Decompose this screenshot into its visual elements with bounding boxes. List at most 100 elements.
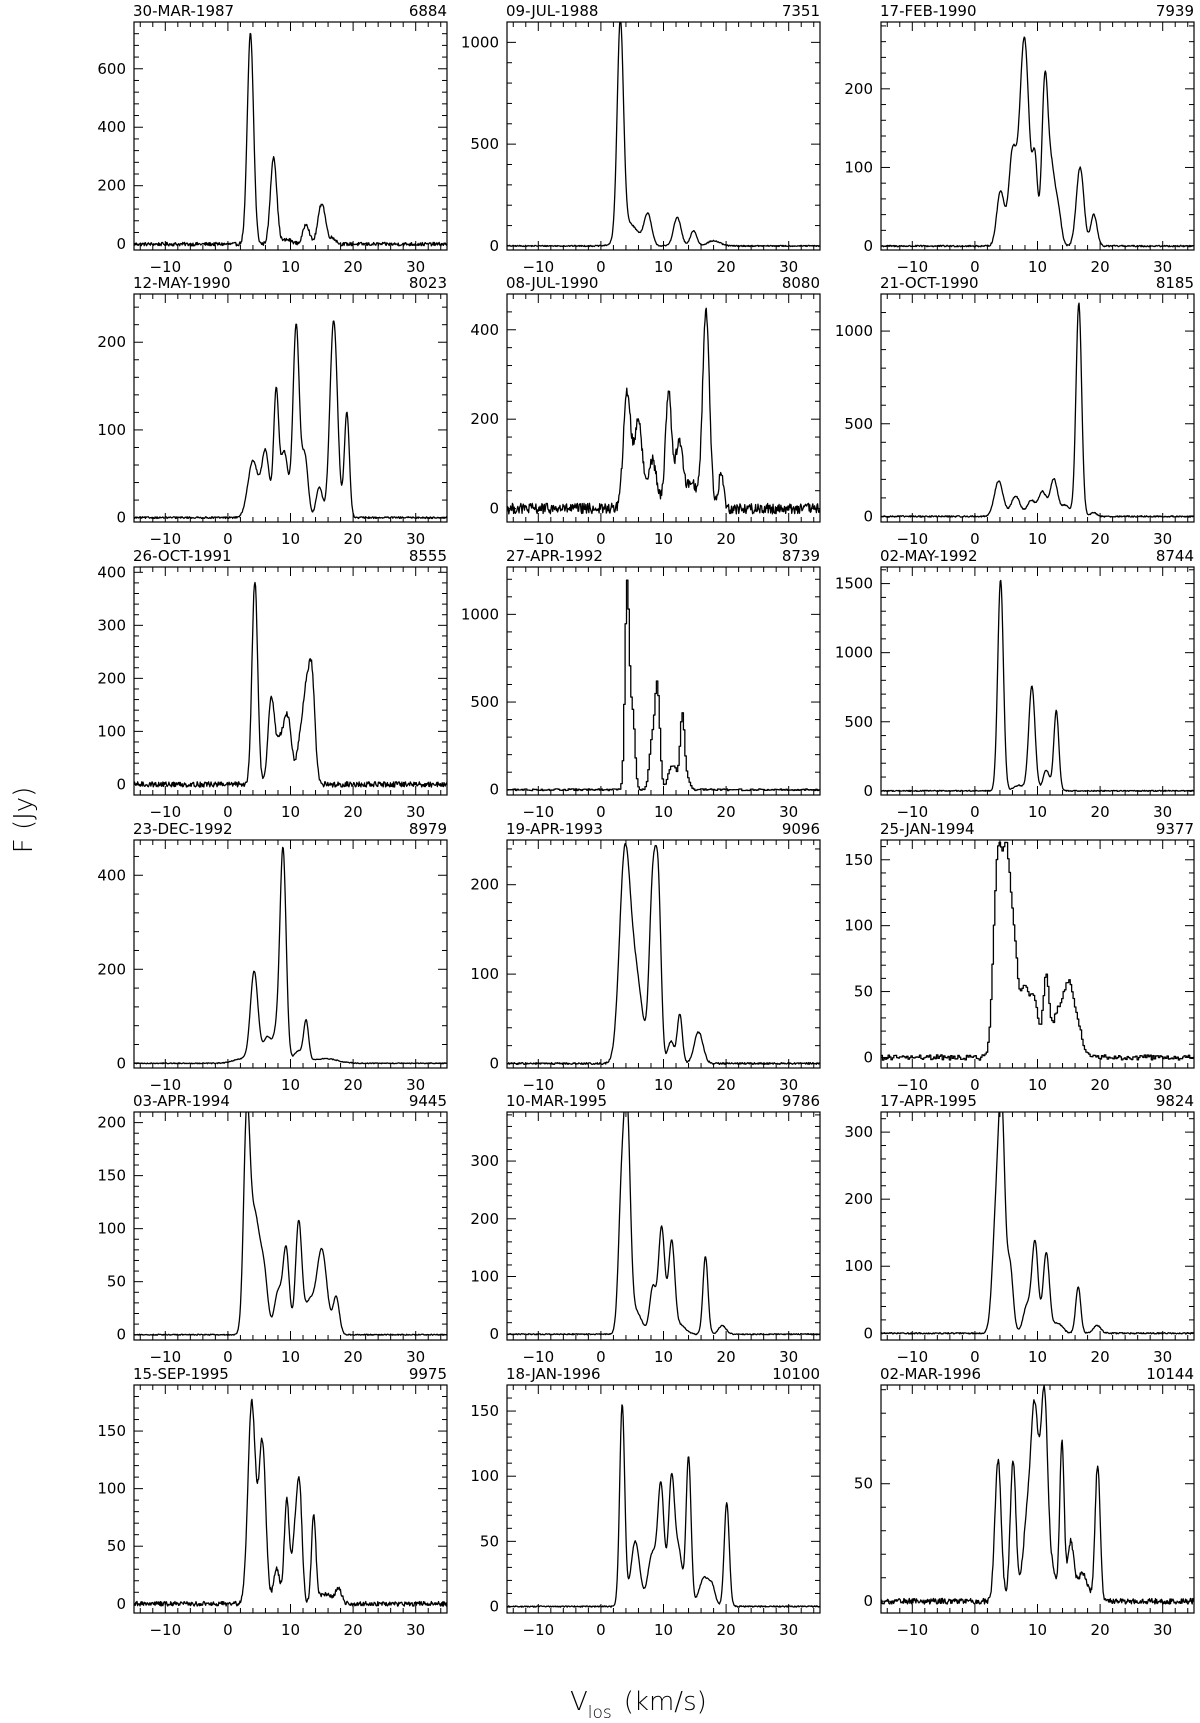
panel-date: 21-OCT-1990 <box>880 274 979 292</box>
y-tick-label: 0 <box>863 507 873 525</box>
spectrum-panel: −10 0 10 20 30 0 500 1000 09-JUL-1988 7351 <box>461 2 821 276</box>
panel-frame <box>133 1384 448 1614</box>
y-tick-label: 100 <box>97 722 126 740</box>
x-tick-label: 20 <box>344 803 363 821</box>
y-tick-label: 0 <box>863 1048 873 1066</box>
x-tick-label: 20 <box>1091 258 1110 276</box>
panel-frame <box>133 566 448 796</box>
x-tick-label: −10 <box>896 1076 928 1094</box>
panel-number: 8979 <box>409 820 447 838</box>
panel-date: 08-JUL-1990 <box>506 274 598 292</box>
y-tick-label: 200 <box>470 876 499 894</box>
y-tick-label: 300 <box>97 616 126 634</box>
panel-date: 03-APR-1994 <box>133 1092 230 1110</box>
x-tick-label: −10 <box>522 803 554 821</box>
x-tick-label: 0 <box>223 1076 233 1094</box>
y-tick-label: 1000 <box>835 644 873 662</box>
y-tick-label: 100 <box>470 965 499 983</box>
panel-date: 30-MAR-1987 <box>133 2 234 20</box>
panel-date: 12-MAY-1990 <box>133 274 231 292</box>
panel-frame <box>133 293 448 523</box>
x-tick-label: 10 <box>281 1076 300 1094</box>
y-tick-label: 50 <box>854 1475 873 1493</box>
x-tick-label: 30 <box>406 1621 425 1639</box>
panel-number: 10144 <box>1146 1365 1194 1383</box>
x-tick-label: −10 <box>149 1348 181 1366</box>
x-tick-label: 10 <box>654 1621 673 1639</box>
x-tick-label: −10 <box>522 1076 554 1094</box>
panel-number: 9975 <box>409 1365 447 1383</box>
y-axis-label: F (Jy) <box>9 787 39 854</box>
x-tick-label: 0 <box>970 1348 980 1366</box>
x-tick-label: 30 <box>406 1076 425 1094</box>
x-tick-label: −10 <box>149 1076 181 1094</box>
y-tick-label: 1500 <box>835 575 873 593</box>
panel-frame <box>506 1111 821 1341</box>
spectrum-panel: −10 0 10 20 30 0 100 200 19-APR-1993 9096 <box>470 820 821 1094</box>
x-tick-label: 0 <box>970 258 980 276</box>
y-tick-label: 200 <box>97 960 126 978</box>
x-tick-label: 30 <box>779 1621 798 1639</box>
panel-date: 26-OCT-1991 <box>133 547 232 565</box>
y-tick-label: 50 <box>480 1532 499 1550</box>
y-tick-label: 100 <box>97 421 126 439</box>
spectrum-line <box>507 307 820 515</box>
x-tick-label: 30 <box>779 258 798 276</box>
y-tick-label: 0 <box>863 1592 873 1610</box>
spectrum-line <box>881 841 1194 1061</box>
x-tick-label: 0 <box>970 803 980 821</box>
y-tick-label: 150 <box>97 1167 126 1185</box>
x-tick-label: −10 <box>896 258 928 276</box>
x-tick-label: 20 <box>717 530 736 548</box>
spectrum-line <box>507 842 820 1066</box>
spectrum-panel: −10 0 10 20 30 0 200 400 08-JUL-1990 8080 <box>470 274 821 548</box>
panel-frame <box>133 839 448 1069</box>
y-tick-label: 50 <box>107 1273 126 1291</box>
x-tick-label: 30 <box>1153 1621 1172 1639</box>
y-tick-label: 50 <box>854 983 873 1001</box>
x-tick-label: 20 <box>1091 803 1110 821</box>
x-tick-label: 20 <box>717 803 736 821</box>
panel-date: 02-MAY-1992 <box>880 547 978 565</box>
y-tick-label: 100 <box>844 917 873 935</box>
y-tick-label: 0 <box>489 237 499 255</box>
spectrum-panel: −10 0 10 20 30 0 50 100 150 200 03-APR-1994 9445 <box>97 1092 448 1366</box>
spectrum-line <box>134 32 447 247</box>
x-tick-label: 10 <box>1028 1076 1047 1094</box>
x-tick-label: 10 <box>1028 530 1047 548</box>
y-tick-label: 0 <box>863 1324 873 1342</box>
x-tick-label: 10 <box>1028 1348 1047 1366</box>
spectrum-panel: −10 0 10 20 30 0 200 400 600 30-MAR-1987 6884 <box>97 2 448 276</box>
panel-frame <box>506 21 821 251</box>
x-tick-label: 10 <box>1028 258 1047 276</box>
y-tick-label: 0 <box>116 1054 126 1072</box>
spectrum-line <box>507 1404 820 1608</box>
y-tick-label: 150 <box>470 1402 499 1420</box>
x-tick-label: 30 <box>1153 803 1172 821</box>
x-tick-label: 20 <box>344 1076 363 1094</box>
x-tick-label: 20 <box>344 530 363 548</box>
spectrum-line <box>881 36 1194 248</box>
spectrum-line <box>134 320 447 520</box>
spectrum-panel: −10 0 10 20 30 0 50 100 150 25-JAN-1994 9377 <box>844 820 1195 1094</box>
spectrum-line <box>507 22 820 248</box>
x-tick-label: 30 <box>406 1348 425 1366</box>
spectrum-panel: −10 0 10 20 30 0 500 1000 27-APR-1992 8739 <box>461 547 821 821</box>
panel-number: 9786 <box>782 1092 820 1110</box>
y-tick-label: 100 <box>844 158 873 176</box>
y-tick-label: 200 <box>97 333 126 351</box>
y-tick-label: 200 <box>97 177 126 195</box>
y-tick-label: 0 <box>489 1055 499 1073</box>
spectrum-panel: −10 0 10 20 30 0 100 200 12-MAY-1990 8023 <box>97 274 448 548</box>
x-tick-label: 30 <box>406 258 425 276</box>
spectrum-panel: −10 0 10 20 30 0 50 100 150 18-JAN-1996 10100 <box>470 1365 821 1639</box>
y-tick-label: 200 <box>470 1210 499 1228</box>
x-tick-label: −10 <box>149 803 181 821</box>
x-tick-label: 30 <box>1153 1076 1172 1094</box>
x-tick-label: 20 <box>344 1348 363 1366</box>
panel-date: 17-APR-1995 <box>880 1092 977 1110</box>
panel-number: 7351 <box>782 2 820 20</box>
x-tick-label: 30 <box>779 1348 798 1366</box>
